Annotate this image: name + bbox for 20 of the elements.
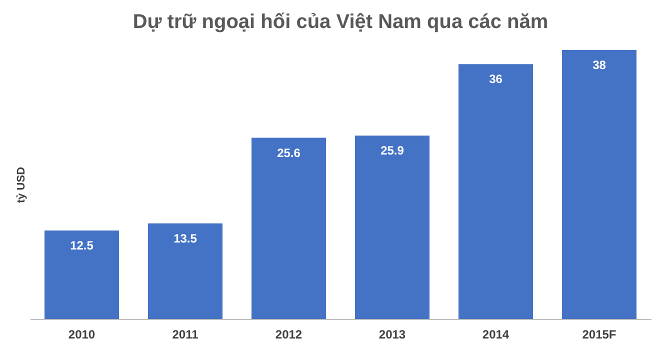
data-label: 12.5 xyxy=(70,238,94,253)
x-tick-label: 2013 xyxy=(378,328,406,342)
data-label: 25.6 xyxy=(277,146,301,160)
bar xyxy=(458,64,534,319)
x-tick-label: 2014 xyxy=(482,328,510,342)
bar xyxy=(44,230,120,319)
bar xyxy=(562,50,637,319)
bar xyxy=(354,136,430,319)
bar xyxy=(148,223,223,319)
chart-title: Dự trữ ngoại hối của Việt Nam qua các năm xyxy=(132,11,548,33)
x-tick-label: 2012 xyxy=(275,328,302,342)
x-tick-label: 2010 xyxy=(68,328,96,342)
data-label: 13.5 xyxy=(174,231,198,246)
data-label: 38 xyxy=(592,58,606,72)
y-axis-title: tỷ USD xyxy=(16,166,28,204)
x-tick-label: 2011 xyxy=(172,328,199,342)
data-label: 36 xyxy=(489,72,503,86)
bar xyxy=(251,138,326,319)
data-label: 25.9 xyxy=(380,144,404,158)
x-tick-label: 2015F xyxy=(582,328,616,342)
